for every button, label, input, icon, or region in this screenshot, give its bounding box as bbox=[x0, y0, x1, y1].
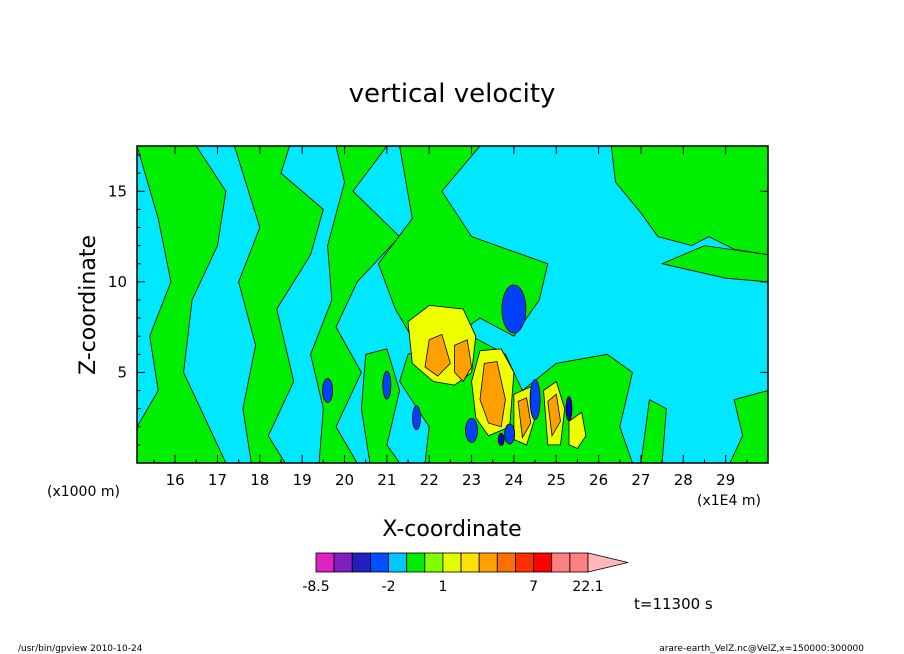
colorbar-swatch bbox=[442, 552, 462, 573]
blue-core-2 bbox=[382, 370, 392, 400]
colorbar-tick-label: 7 bbox=[529, 579, 538, 595]
orange-core-1 bbox=[424, 333, 451, 377]
x-tick-label: 24 bbox=[504, 471, 523, 489]
x-tick-label: 16 bbox=[166, 471, 185, 489]
colorbar-swatch bbox=[496, 552, 516, 573]
time-label: t=11300 s bbox=[634, 595, 713, 613]
colorbar-tick-label: 22.1 bbox=[572, 579, 603, 595]
colorbar-swatch bbox=[424, 552, 444, 573]
blue-core-upper bbox=[501, 284, 527, 334]
x-tick-label: 18 bbox=[250, 471, 269, 489]
colorbar-swatch bbox=[569, 552, 589, 573]
plot-frame bbox=[136, 145, 769, 464]
colorbar-swatch bbox=[478, 552, 498, 573]
green-band-left-2 bbox=[233, 145, 324, 464]
colorbar-swatch bbox=[406, 552, 426, 573]
colorbar-swatch bbox=[369, 552, 389, 573]
x-tick-label: 21 bbox=[377, 471, 396, 489]
navy-core-1 bbox=[565, 396, 573, 422]
colorbar-swatch bbox=[460, 552, 480, 573]
x-tick-label: 19 bbox=[293, 471, 312, 489]
x-tick-label: 17 bbox=[208, 471, 227, 489]
colorbar-tick-label: -8.5 bbox=[302, 579, 329, 595]
yellow-core-5 bbox=[568, 411, 587, 449]
colorbar-tick-labels: -8.5 -2 1 7 22.1 bbox=[302, 579, 603, 595]
x-tick-label: 26 bbox=[589, 471, 608, 489]
blue-core-5 bbox=[529, 379, 541, 421]
orange-core-2 bbox=[454, 339, 473, 383]
y-tick-label: 5 bbox=[117, 363, 127, 381]
green-band-left-3 bbox=[310, 145, 401, 464]
plot-area bbox=[136, 145, 769, 464]
colorbar-tick-label: 1 bbox=[438, 579, 447, 595]
navy-core-2 bbox=[497, 433, 505, 446]
y-tick-label: 10 bbox=[108, 273, 127, 291]
colorbar bbox=[315, 552, 629, 573]
x-tick-label: 25 bbox=[547, 471, 566, 489]
blue-core-3 bbox=[412, 405, 421, 431]
y-axis-label: Z-coordinate bbox=[76, 235, 101, 375]
x-tick-label: 27 bbox=[631, 471, 650, 489]
x-tick-label: 23 bbox=[462, 471, 481, 489]
x-axis-label: X-coordinate bbox=[382, 517, 521, 542]
chart-title: vertical velocity bbox=[349, 79, 556, 109]
orange-core-4 bbox=[517, 397, 532, 439]
colorbar-swatch bbox=[551, 552, 571, 573]
x-unit-left: (x1000 m) bbox=[47, 484, 120, 500]
y-axis-ticks: 5 10 15 bbox=[108, 154, 768, 446]
footer-right: arare-earth_VelZ.nc@VelZ,x=150000:300000 bbox=[659, 644, 864, 654]
x-tick-label: 28 bbox=[674, 471, 693, 489]
x-tick-label: 29 bbox=[716, 471, 735, 489]
orange-core-3 bbox=[479, 361, 506, 428]
x-unit-right: (x1E4 m) bbox=[697, 493, 761, 509]
blue-core-6 bbox=[504, 423, 516, 445]
colorbar-swatch bbox=[515, 552, 535, 573]
blue-core-4 bbox=[465, 417, 478, 443]
blue-core-1 bbox=[322, 378, 333, 403]
colorbar-extend-arrow bbox=[587, 552, 629, 573]
colorbar-swatch bbox=[333, 552, 353, 573]
x-tick-label: 20 bbox=[335, 471, 354, 489]
y-tick-label: 15 bbox=[108, 182, 127, 200]
colorbar-swatch bbox=[315, 552, 335, 573]
x-axis-ticks: 16 17 18 19 20 21 22 23 24 25 26 27 28 29 bbox=[153, 146, 748, 489]
colorbar-swatch bbox=[388, 552, 408, 573]
orange-core-5 bbox=[547, 393, 561, 438]
x-tick-label: 22 bbox=[420, 471, 439, 489]
colorbar-tick-label: -2 bbox=[382, 579, 396, 595]
colorbar-swatch bbox=[351, 552, 371, 573]
colorbar-swatch bbox=[533, 552, 553, 573]
footer-left: /usr/bin/gpview 2010-10-24 bbox=[18, 644, 143, 654]
